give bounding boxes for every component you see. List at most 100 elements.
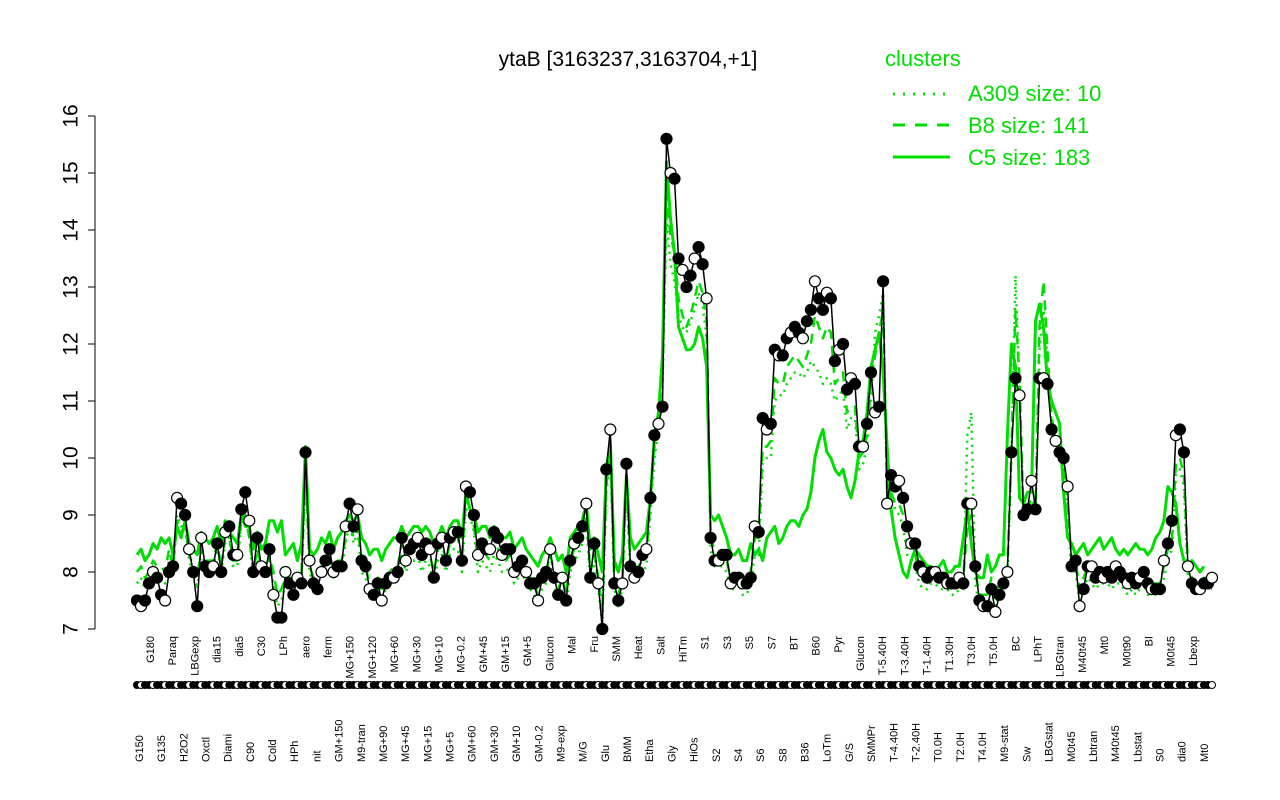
- x-tick-label: BMM: [622, 736, 634, 762]
- data-point: [243, 514, 256, 527]
- x-tick-label: C30: [256, 636, 268, 656]
- data-point: [267, 588, 280, 601]
- chart-title: ytaB [3163237,3163704,+1]: [499, 48, 758, 71]
- data-point: [295, 577, 308, 590]
- data-point: [752, 525, 765, 539]
- data-point: [672, 252, 685, 265]
- legend-label-a309: A309 size: 10: [968, 81, 1101, 106]
- x-tick-label: nit: [311, 750, 323, 762]
- data-point: [660, 132, 673, 145]
- x-tick-label: MG+15: [422, 726, 434, 762]
- x-tick-label: Lbstat: [1132, 732, 1144, 762]
- data-point: [616, 577, 629, 590]
- series-layer: [130, 132, 1219, 636]
- x-tick-label: Fru: [589, 636, 601, 653]
- x-tick-label: B60: [811, 636, 823, 656]
- data-point: [864, 366, 878, 379]
- x-tick-label: M40t45: [1077, 636, 1089, 673]
- x-tick-label: Paraq: [167, 636, 179, 665]
- data-point: [183, 543, 196, 556]
- x-tick-label: dia5: [234, 636, 246, 657]
- data-point: [399, 554, 412, 567]
- x-axis-ticks: G150 G180 G135 Paraq H2O2 LBGexp Oxctl dia15 Dia…: [133, 636, 1216, 763]
- x-tick-label: GM+10: [511, 726, 523, 762]
- data-point: [1205, 571, 1219, 584]
- x-tick-label: LoTm: [822, 734, 834, 762]
- x-tick-label: B36: [800, 742, 812, 762]
- x-tick-label: MG+150: [345, 636, 357, 679]
- data-point: [159, 594, 172, 607]
- x-tick-label: Sw: [1021, 747, 1033, 762]
- x-tick-label: M0t90: [1121, 636, 1133, 667]
- data-point: [692, 241, 705, 254]
- x-tick-label: Oxctl: [200, 737, 212, 762]
- data-point: [263, 543, 276, 556]
- data-point: [1005, 446, 1018, 459]
- data-point: [1137, 565, 1150, 579]
- x-tick-label: T5.0H: [988, 636, 1000, 666]
- x-tick-label: GM+45: [478, 636, 490, 672]
- x-tick-label: S4: [733, 749, 745, 762]
- data-point: [604, 423, 617, 436]
- x-tick-label: Heat: [633, 636, 645, 659]
- x-tick-label: BT: [788, 636, 800, 650]
- data-point: [816, 303, 830, 316]
- x-tick-label: MG+5: [445, 732, 457, 762]
- data-point: [539, 565, 553, 579]
- y-tick-label: 8: [60, 566, 83, 578]
- data-point: [993, 588, 1006, 601]
- x-tick-label: Lbtran: [1088, 731, 1100, 762]
- data-point: [1181, 560, 1195, 573]
- data-point: [576, 520, 589, 533]
- x-tick-label: SMM: [611, 636, 623, 662]
- data-point: [588, 537, 601, 550]
- data-point: [179, 508, 192, 522]
- y-tick-label: 9: [60, 509, 83, 521]
- x-tick-label: Salt: [655, 636, 667, 655]
- x-tick-label: S0: [1155, 749, 1167, 762]
- x-tick-label: Glucon: [544, 636, 556, 671]
- x-tick-label: M/G: [578, 741, 590, 762]
- data-point: [1025, 474, 1038, 487]
- data-point: [175, 497, 188, 510]
- data-point: [351, 503, 364, 516]
- x-tick-label: M0t45: [1166, 636, 1178, 667]
- x-tick-label: LPh: [278, 636, 290, 656]
- data-point: [299, 446, 312, 459]
- data-point: [1077, 582, 1090, 596]
- data-point: [892, 474, 906, 487]
- data-point: [303, 554, 316, 567]
- x-tick-label: H2O2: [178, 733, 190, 762]
- x-tick-label: M9-stat: [999, 725, 1011, 762]
- x-tick-label: MG+45: [400, 726, 412, 762]
- x-tick-label: GM+150: [334, 720, 346, 763]
- x-tick-label: Glucon: [855, 636, 867, 671]
- data-point: [1013, 389, 1026, 402]
- data-point: [572, 531, 585, 544]
- y-tick-label: 7: [60, 623, 83, 635]
- y-tick-label: 15: [60, 161, 83, 184]
- x-tick-label: S5: [744, 636, 756, 649]
- data-point: [323, 543, 336, 556]
- data-point: [1153, 582, 1167, 596]
- x-tick-label: LBGstat: [1044, 722, 1056, 762]
- data-point: [335, 560, 348, 573]
- y-tick-label: 13: [60, 275, 83, 298]
- x-tick-label: T-2.40H: [910, 723, 922, 762]
- data-point: [223, 520, 236, 533]
- data-point: [375, 594, 388, 607]
- data-point: [1041, 377, 1054, 390]
- data-point: [872, 400, 886, 413]
- x-tick-label: M40t45: [1110, 725, 1122, 762]
- x-rug-marker: [1208, 681, 1216, 689]
- x-tick-label: HiOs: [689, 737, 701, 762]
- data-point: [151, 571, 164, 584]
- data-point: [860, 417, 874, 430]
- data-point: [1009, 372, 1022, 385]
- data-point: [1001, 565, 1014, 579]
- data-point: [1073, 600, 1086, 613]
- x-tick-label: dia15: [212, 636, 224, 663]
- x-tick-label: HPh: [289, 741, 301, 762]
- data-point: [138, 594, 152, 607]
- data-point: [989, 605, 1002, 619]
